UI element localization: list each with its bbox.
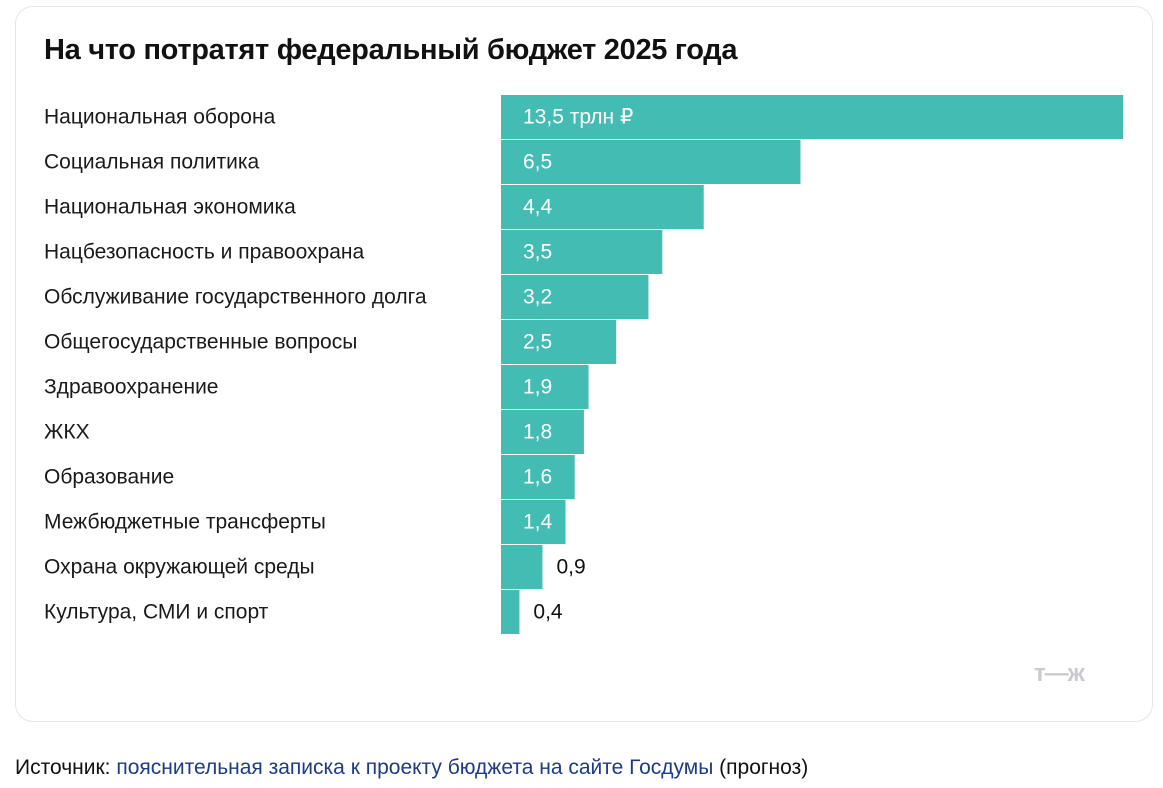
source-prefix: Источник:: [15, 756, 117, 779]
value-label: 13,5 трлн ₽: [523, 106, 633, 129]
value-label: 6,5: [523, 151, 552, 174]
value-label: 3,2: [523, 286, 552, 309]
value-label: 1,4: [523, 511, 553, 534]
bar: [501, 365, 589, 409]
bar: [501, 590, 520, 634]
value-label: 2,5: [523, 331, 552, 354]
bar: [501, 545, 543, 589]
category-label: Нацбезопасность и правоохрана: [44, 241, 364, 264]
category-label: Межбюджетные трансферты: [44, 511, 326, 534]
tzh-logo: т—ж: [1034, 660, 1085, 687]
source-suffix: (прогноз): [713, 756, 809, 779]
value-label: 4,4: [523, 196, 553, 219]
value-label: 1,9: [523, 376, 552, 399]
bar: [501, 410, 584, 454]
bar: [501, 320, 617, 364]
bar: [501, 500, 566, 544]
category-label: ЖКХ: [44, 421, 90, 444]
value-label: 3,5: [523, 241, 552, 264]
source-link[interactable]: пояснительная записка к проекту бюджета …: [116, 756, 714, 779]
category-label: Общегосударственные вопросы: [44, 331, 357, 354]
category-label: Обслуживание государственного долга: [44, 286, 427, 309]
category-label: Социальная политика: [44, 151, 260, 174]
bar: [501, 185, 704, 229]
category-label: Охрана окружающей среды: [44, 556, 315, 579]
value-label: 0,4: [533, 601, 563, 624]
value-label: 0,9: [556, 556, 585, 579]
category-label: Культура, СМИ и спорт: [44, 601, 269, 624]
bar: [501, 455, 575, 499]
category-label: Национальная оборона: [44, 106, 276, 129]
category-label: Национальная экономика: [44, 196, 296, 219]
value-label: 1,6: [523, 466, 552, 489]
category-label: Образование: [44, 466, 174, 489]
source-note: Источник: пояснительная записка к проект…: [15, 756, 808, 780]
bar: [501, 95, 1123, 139]
bar: [501, 275, 649, 319]
value-label: 1,8: [523, 421, 552, 444]
category-label: Здравоохранение: [44, 376, 218, 399]
chart-title: На что потратят федеральный бюджет 2025 …: [44, 34, 738, 66]
bar: [501, 230, 663, 274]
bar: [501, 140, 801, 184]
